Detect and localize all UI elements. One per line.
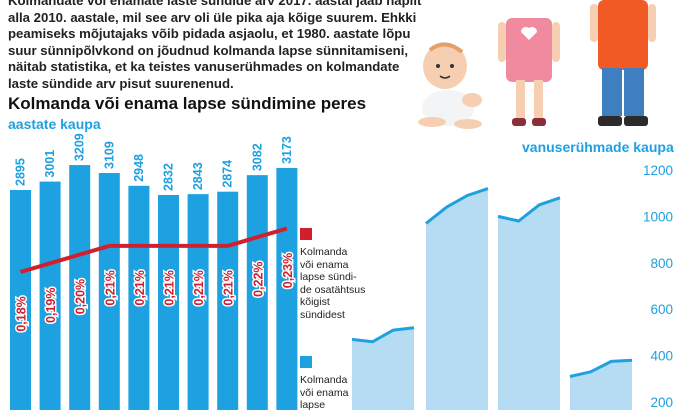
legend-bar-text-row: lapse	[300, 399, 326, 412]
bar-2843	[187, 194, 209, 410]
girl-icon	[498, 18, 560, 126]
intro-line: suur sünnipõlvkond on jõudnud kolmanda l…	[8, 42, 409, 58]
legend-bar-text-row: Kolmanda	[300, 374, 348, 386]
y-tick-label: 1200	[643, 163, 673, 178]
age-group-line	[569, 358, 633, 378]
intro-text: Kolmandate või enamate laste sündide arv…	[8, 0, 422, 93]
intro-line: alla 2010. aastale, mil see arv oli üle …	[8, 9, 417, 25]
legend-swatch-red	[300, 228, 312, 240]
legend-line-text-row: de osatähtsus	[300, 283, 366, 296]
share-value-label: 0,22%	[251, 261, 265, 296]
age-group-area	[498, 197, 560, 410]
legend-line-text-row: lapse sündi-	[300, 271, 357, 284]
page-title: Kolmanda või enama lapse sündimine peres	[8, 94, 367, 113]
age-group-area	[570, 360, 632, 410]
legend-line: Kolmanda või enama lapse sündi- de osatä…	[288, 228, 368, 322]
y-tick-label: 800	[650, 256, 673, 271]
boy-icon	[590, 0, 656, 126]
intro-line: laste sündide arv pisut suurenenud.	[8, 75, 234, 91]
y-tick-label: 600	[650, 302, 673, 317]
share-value-label: 0,20%	[74, 279, 88, 314]
bar-value-label: 2874	[221, 160, 235, 188]
age-group-area	[426, 188, 488, 410]
subtitle-age-groups: vanuserühmade kaupa	[522, 139, 674, 155]
share-value-label: 0,19%	[44, 288, 58, 323]
bar-value-label: 2895	[14, 158, 28, 186]
y-tick-label: 200	[650, 395, 673, 410]
bar-3109	[98, 173, 120, 410]
share-value-label: 0,21%	[192, 270, 206, 305]
intro-line: peamiseks mõjutajaks võib pidada asjaolu…	[8, 26, 411, 42]
bar-3209	[69, 165, 91, 410]
bar-2948	[128, 185, 150, 410]
share-value-label: 0,21%	[133, 270, 147, 305]
bar-value-label: 2948	[132, 154, 146, 182]
bar-value-label: 3109	[102, 141, 116, 169]
bar-value-label: 3209	[73, 133, 87, 161]
share-line	[19, 226, 288, 274]
bar-chart-by-year: 2895 3001 3209 3109 2948 2832 2843 2874 3082 3173…	[10, 133, 298, 410]
bar-value-label: 3001	[43, 150, 57, 178]
share-value-label: 0,23%	[281, 253, 295, 288]
legend-line-text-row: sündidest	[300, 308, 345, 321]
legend-bar-text: Kolmanda või enama lapse	[300, 374, 368, 412]
age-group-area	[352, 327, 414, 410]
bar-3001	[39, 181, 61, 410]
baby-icon	[418, 42, 482, 129]
legend-bars: Kolmanda või enama lapse	[288, 356, 368, 412]
intro-line: näitab statistika, et ka teistes vanuser…	[8, 59, 400, 75]
share-value-label: 0,21%	[103, 270, 117, 305]
legend-line-text-row: Kolmanda	[300, 246, 348, 258]
subtitle-years: aastate kaupa	[8, 116, 101, 132]
legend-line-text: Kolmanda või enama lapse sündi- de osatä…	[300, 246, 368, 322]
bar-value-label: 2832	[162, 163, 176, 191]
legend-line-text-row: või enama	[300, 258, 349, 271]
y-tick-label: 1000	[643, 209, 673, 224]
share-value-label: 0,21%	[222, 270, 236, 305]
age-group-line	[425, 187, 489, 225]
age-group-line	[497, 196, 561, 223]
bar-value-label: 3082	[250, 143, 264, 171]
bar-value-label: 3173	[280, 136, 294, 164]
area-chart-by-age: 200 400 600 800 1000 1200	[351, 163, 673, 410]
bar-value-label: 2843	[191, 162, 205, 190]
age-group-line	[351, 326, 415, 344]
legend-line-text-row: kõigist	[300, 296, 330, 309]
share-value-label: 0,18%	[15, 296, 29, 331]
share-value-label: 0,21%	[163, 270, 177, 305]
children-illustration	[418, 0, 656, 129]
legend-bar-text-row: või enama	[300, 386, 349, 399]
intro-line: Kolmandate või enamate laste sündide arv…	[8, 0, 422, 8]
bar-2895	[10, 190, 31, 410]
legend-swatch-blue	[300, 356, 312, 368]
bar-2832	[158, 195, 179, 410]
y-tick-label: 400	[650, 349, 673, 364]
